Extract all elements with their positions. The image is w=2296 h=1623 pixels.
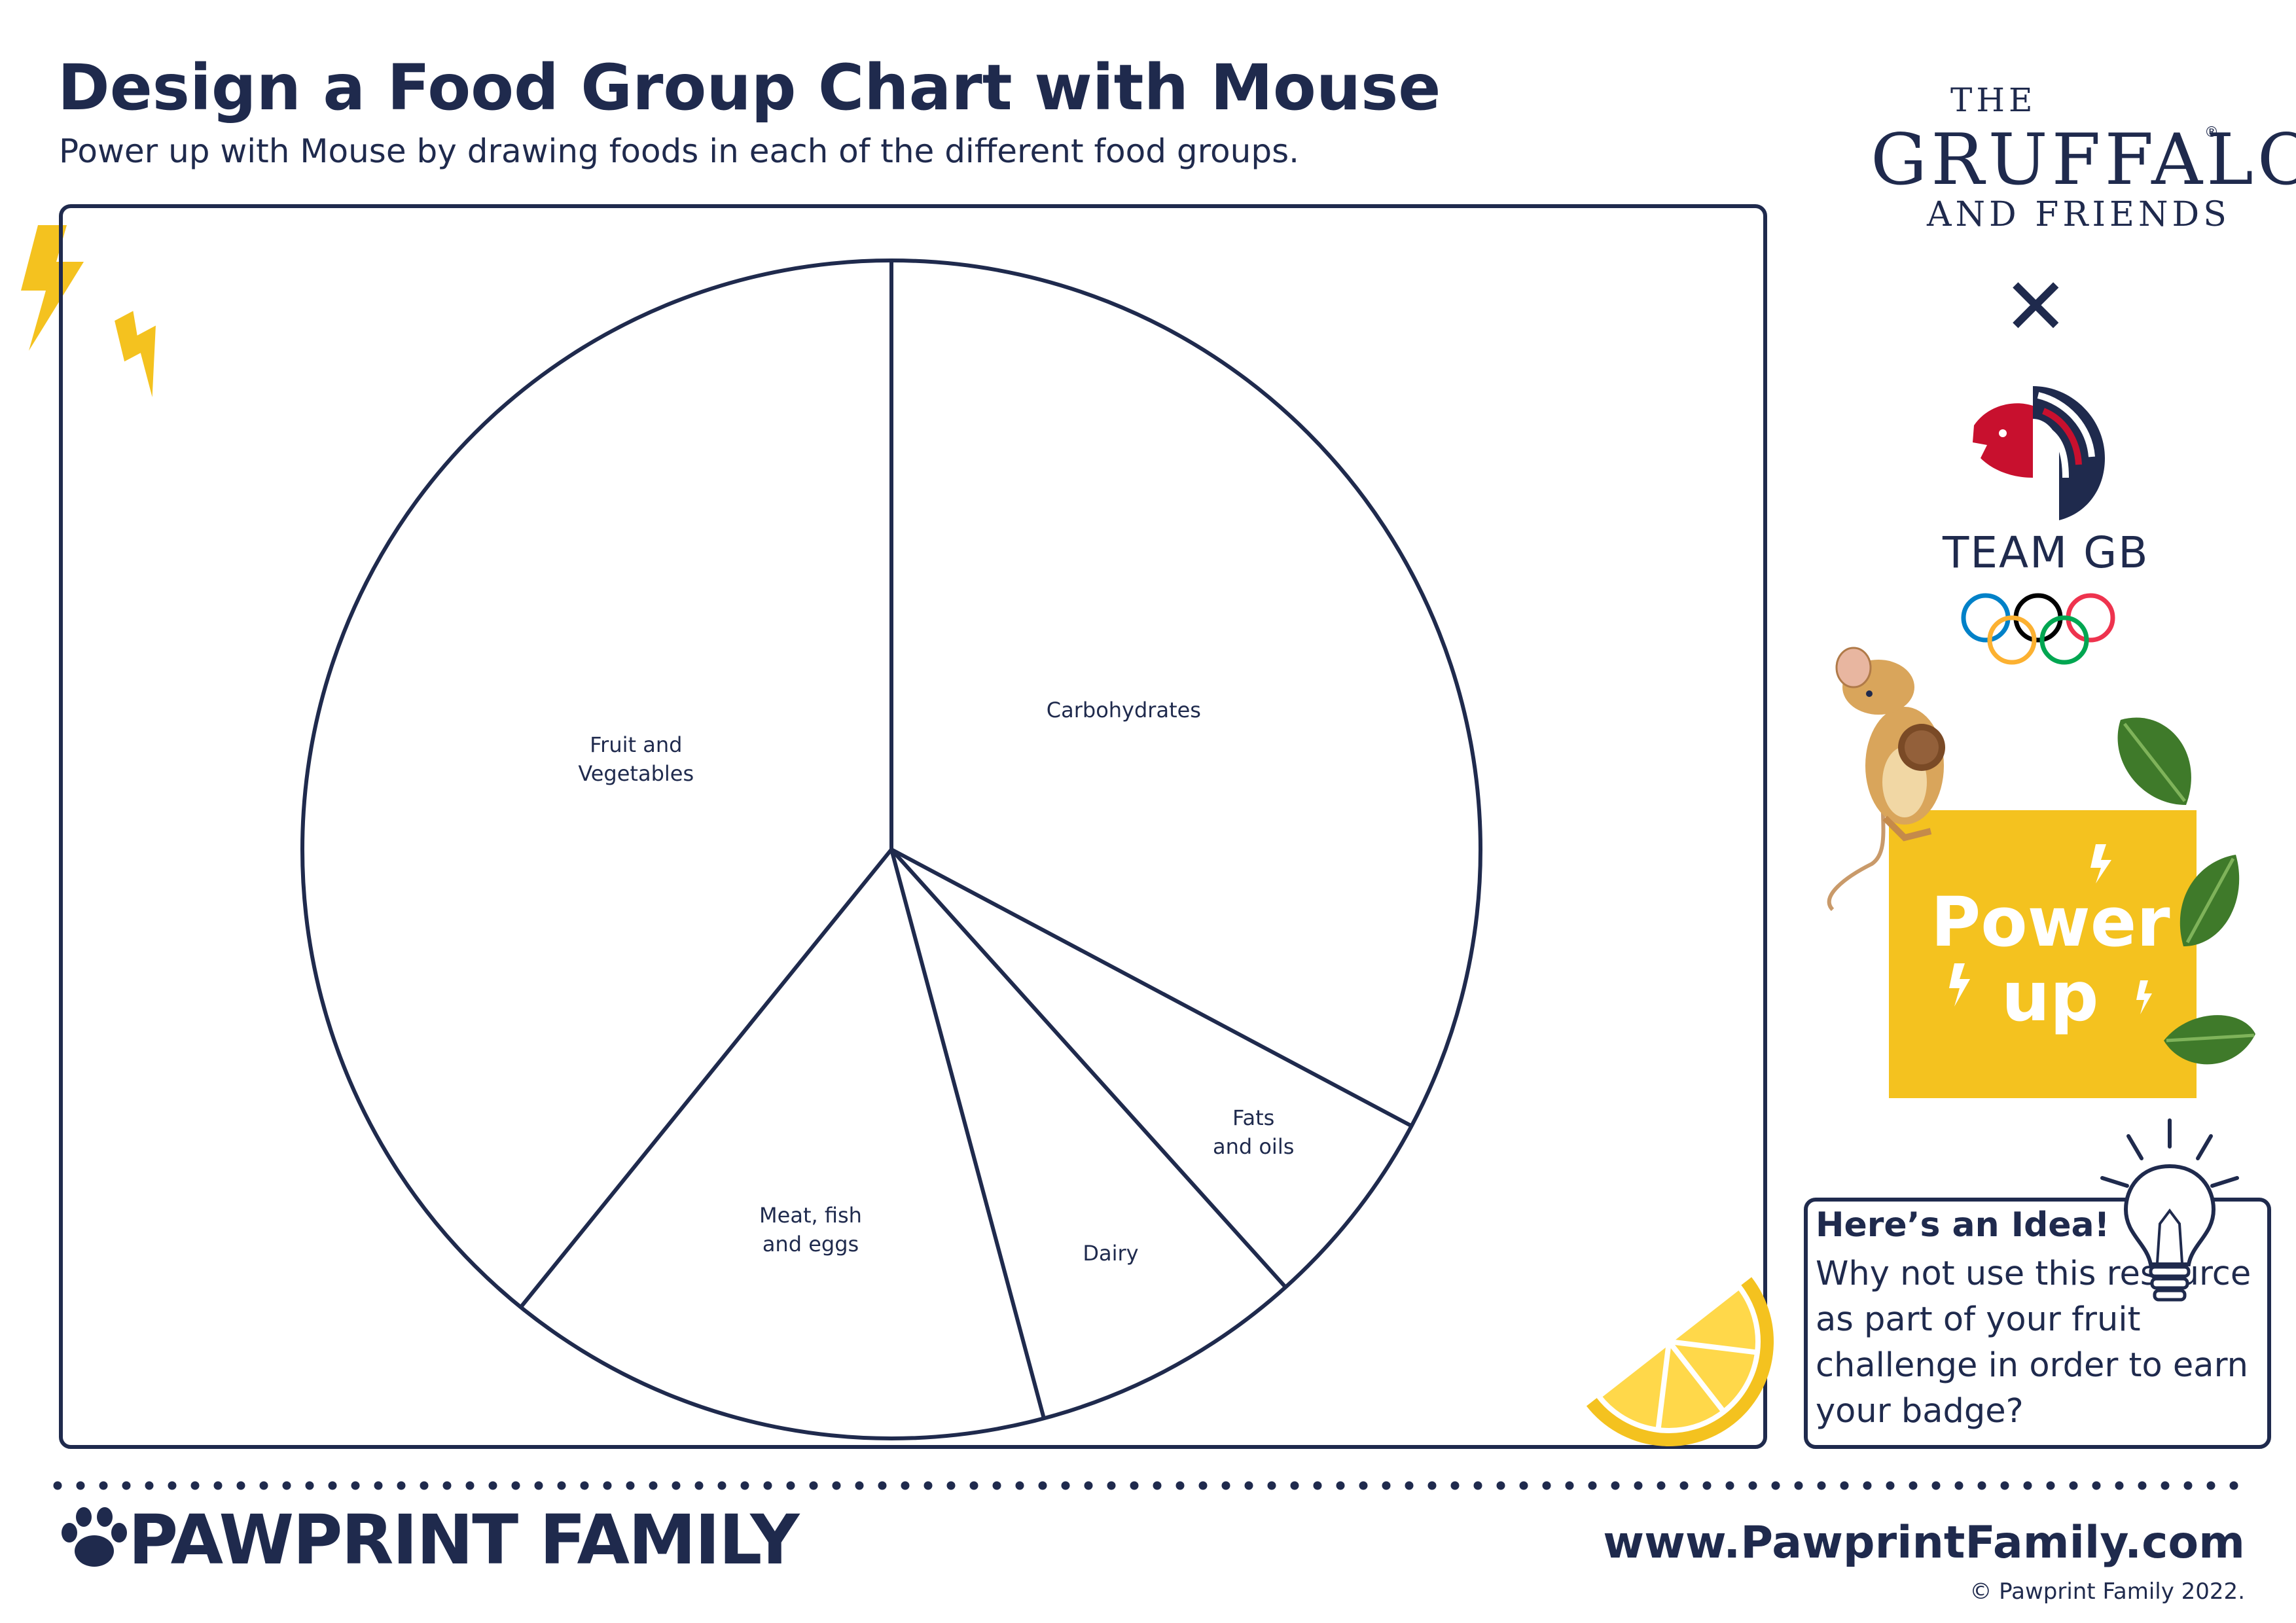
idea-heading: Here’s an Idea!	[1816, 1205, 2110, 1245]
pie-slice-label-line: Dairy	[1083, 1241, 1138, 1266]
pie-slice-label-line: Meat, fish	[759, 1203, 862, 1228]
power-up-word-2: up	[2001, 957, 2099, 1037]
dotted-divider	[53, 1481, 2251, 1490]
registered-mark: ®	[2204, 124, 2219, 141]
paw-print-icon	[62, 1507, 127, 1567]
pie-slice-label: Fats and oils	[1213, 1105, 1294, 1159]
gruffalo-logo-friends: AND FRIENDS	[1927, 195, 2231, 234]
mouse-illustration	[1827, 647, 1945, 912]
olympic-rings-logo	[1961, 593, 2115, 665]
pie-slice-label-line: Fruit and	[590, 732, 682, 757]
footer-copyright: © Pawprint Family 2022.	[1969, 1578, 2245, 1605]
gruffalo-logo-the: THE	[1950, 81, 2037, 119]
power-up-bolts-icon	[1949, 844, 2152, 1014]
pie-slice-label-line: Fats	[1232, 1105, 1274, 1130]
pie-slice-label: Meat, fish and eggs	[759, 1203, 862, 1257]
page-title: Design a Food Group Chart with Mouse	[58, 51, 1441, 124]
footer-brand: PAWPRINT FAMILY	[128, 1500, 800, 1580]
chart-frame	[59, 204, 1767, 1449]
leaf-icon	[2179, 855, 2240, 946]
leaf-icon	[2164, 1015, 2255, 1065]
power-up-badge	[1889, 810, 2197, 1098]
idea-box	[1804, 1198, 2271, 1449]
idea-body: Why not use this resource as part of you…	[1816, 1255, 2251, 1431]
footer-url[interactable]: www.PawprintFamily.com	[1603, 1517, 2245, 1569]
team-gb-label: TEAM GB	[1943, 527, 2149, 578]
pie-divider	[889, 849, 1046, 1419]
pie-slice-label: Dairy	[1083, 1241, 1138, 1266]
pie-slice-label-line: Carbohydrates	[1047, 698, 1201, 722]
pie-slice-label: Fruit and Vegetables	[578, 732, 694, 786]
pie-slice-label-line: and oils	[1213, 1134, 1294, 1159]
pie-slice-label-line: and eggs	[762, 1232, 859, 1257]
page-subtitle: Power up with Mouse by drawing foods in …	[59, 132, 1300, 170]
leaf-icon	[2117, 717, 2191, 805]
pie-divider	[890, 847, 1413, 1128]
light-bulb-icon	[2100, 1118, 2239, 1302]
lightning-bolts-icon	[21, 225, 156, 397]
collaboration-cross-icon: ✕	[2003, 262, 2069, 353]
pie-divider	[889, 847, 1287, 1289]
power-up-word-1: Power	[1931, 882, 2170, 962]
pie-divider	[519, 848, 893, 1309]
team-gb-lion-logo	[1973, 386, 2105, 520]
pie-slice-label-line: Vegetables	[578, 761, 694, 786]
lemon-slice-icon	[1586, 1277, 1774, 1446]
pie-slice-label: Carbohydrates	[1047, 698, 1201, 722]
gruffalo-logo-title: GRUFFALO	[1871, 119, 2296, 201]
